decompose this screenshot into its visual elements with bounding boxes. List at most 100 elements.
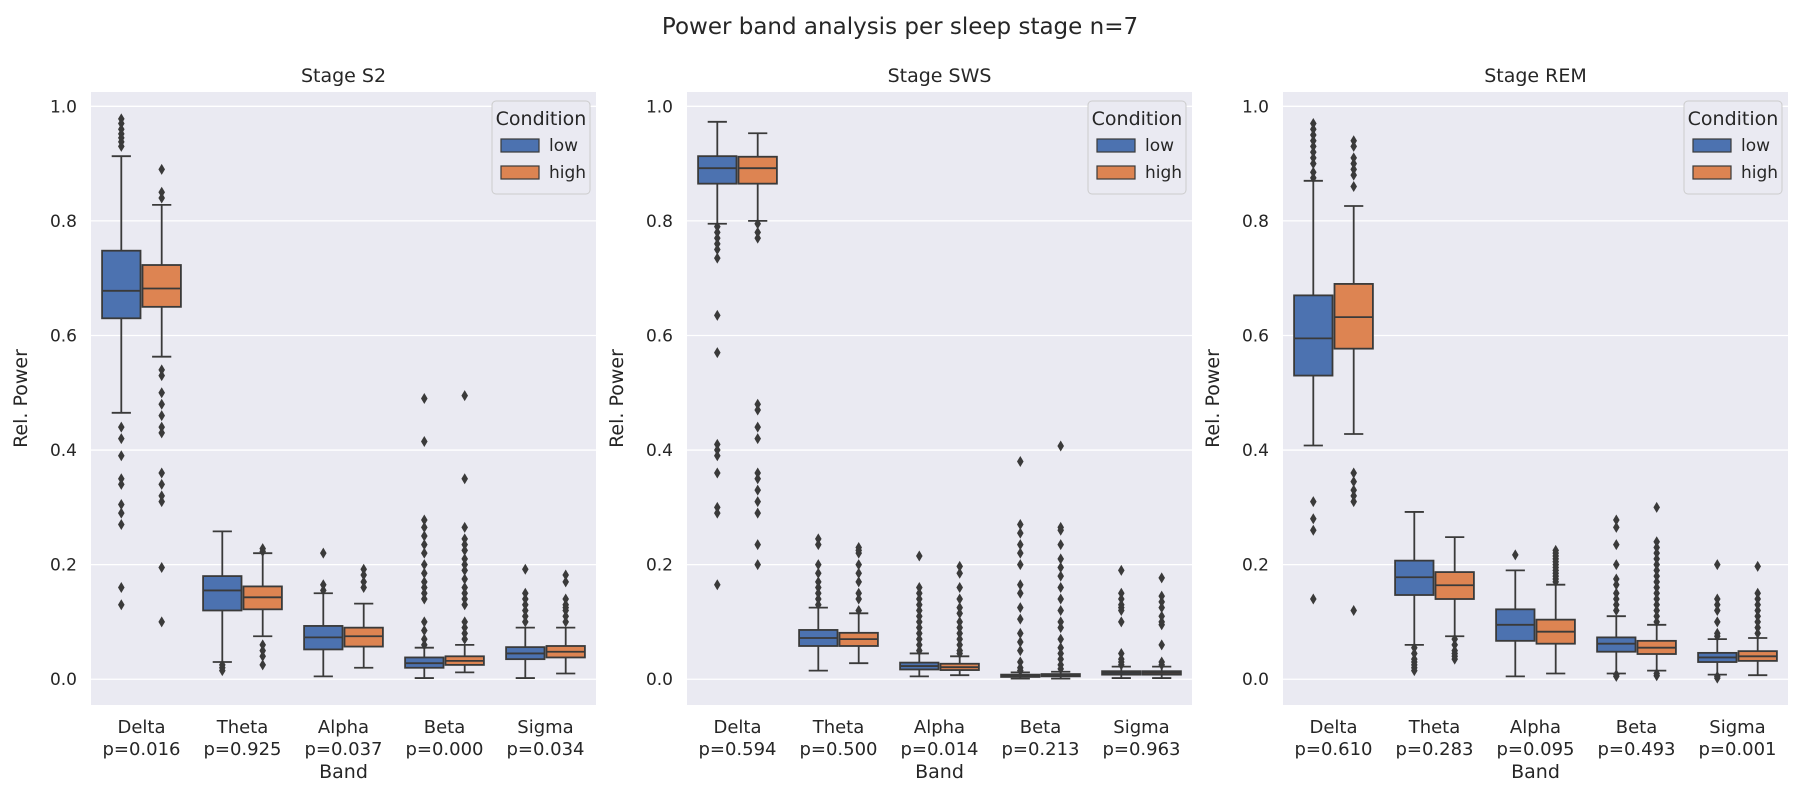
outlier-point <box>360 576 367 588</box>
box-high-theta <box>242 543 283 671</box>
outlier-point <box>1158 639 1165 651</box>
box-body <box>1293 294 1334 377</box>
outlier-point <box>118 519 125 531</box>
box-body <box>737 155 778 185</box>
outlier-point <box>1613 587 1620 599</box>
x-tick-label: Theta <box>216 717 269 738</box>
outlier-point <box>714 238 721 250</box>
x-tick-pvalue: p=0.001 <box>1698 739 1776 760</box>
outlier-point <box>360 582 367 594</box>
x-tick-label: Theta <box>1408 717 1461 738</box>
outlier-point <box>714 467 721 479</box>
box-low-alpha <box>1495 549 1536 678</box>
outlier-point <box>754 218 761 230</box>
outlier-point <box>1754 604 1761 616</box>
outlier-point <box>522 587 529 599</box>
outlier-point <box>421 530 428 542</box>
outlier-point <box>1714 604 1721 616</box>
outlier-point <box>158 478 165 490</box>
y-tick-label: 0.4 <box>646 441 673 461</box>
legend: Condition low high <box>1683 100 1783 195</box>
outlier-point <box>259 650 266 662</box>
outlier-point <box>1017 613 1024 625</box>
outlier-point <box>1017 539 1024 551</box>
legend-label-high: high <box>549 163 586 183</box>
outlier-point <box>916 610 923 622</box>
outlier-point <box>956 633 963 645</box>
outlier-point <box>916 582 923 594</box>
outlier-point <box>855 587 862 599</box>
outlier-point <box>1350 467 1357 479</box>
outlier-point <box>1613 559 1620 571</box>
outlier-point <box>1057 553 1064 565</box>
outlier-point <box>421 514 428 526</box>
box-high-beta <box>1636 501 1677 682</box>
y-tick-label: 0.6 <box>1242 326 1269 346</box>
outlier-point <box>118 498 125 510</box>
outlier-point <box>1017 645 1024 657</box>
outlier-point <box>1310 513 1317 525</box>
outlier-point <box>956 627 963 639</box>
outlier-point <box>956 622 963 634</box>
outlier-point <box>259 645 266 657</box>
outlier-point <box>1613 670 1620 682</box>
outlier-point <box>1411 642 1418 654</box>
outlier-point <box>1653 570 1660 582</box>
box-high-beta <box>1040 440 1081 680</box>
outlier-point <box>1118 604 1125 616</box>
outlier-point <box>1310 135 1317 147</box>
y-tick-label: 0.6 <box>50 326 77 346</box>
outlier-point <box>1653 541 1660 553</box>
outlier-point <box>1552 576 1559 588</box>
outlier-point <box>754 421 761 433</box>
outlier-point <box>158 398 165 410</box>
outlier-point <box>754 467 761 479</box>
outlier-point <box>1118 616 1125 628</box>
outlier-point <box>461 627 468 639</box>
outlier-point <box>1057 570 1064 582</box>
outlier-point <box>754 226 761 238</box>
outlier-point <box>1653 610 1660 622</box>
outlier-point <box>461 544 468 556</box>
outlier-point <box>421 633 428 645</box>
outlier-point <box>855 547 862 559</box>
x-tick-label: Alpha <box>1510 717 1561 738</box>
x-tick-label: Delta <box>713 717 761 738</box>
outlier-point <box>1754 616 1761 628</box>
box-high-sigma <box>545 569 586 675</box>
box-high-theta <box>838 541 879 665</box>
outlier-point <box>158 387 165 399</box>
panels: 0.0 0.2 0.4 0.6 0.8 1.0 Stage S2 Rel. Power Band… <box>10 65 1788 783</box>
outlier-point <box>461 633 468 645</box>
outlier-point <box>1714 630 1721 642</box>
outlier-point <box>855 576 862 588</box>
outlier-point <box>158 421 165 433</box>
outlier-point <box>461 564 468 576</box>
x-tick-pvalue: p=0.493 <box>1597 739 1675 760</box>
outlier-point <box>1613 573 1620 585</box>
x-tick-label: Sigma <box>517 717 573 738</box>
outlier-point <box>461 539 468 551</box>
outlier-point <box>158 163 165 175</box>
outlier-point <box>1017 547 1024 559</box>
outlier-point <box>158 562 165 574</box>
outlier-point <box>1057 440 1064 452</box>
outlier-point <box>1158 572 1165 584</box>
outlier-point <box>754 507 761 519</box>
outlier-point <box>421 625 428 637</box>
outlier-point <box>1310 129 1317 141</box>
y-tick-label: 0.4 <box>50 441 77 461</box>
legend-label-high: high <box>1741 163 1778 183</box>
outlier-point <box>1613 579 1620 591</box>
box-high-delta <box>1333 135 1374 616</box>
outlier-point <box>1017 656 1024 668</box>
outlier-point <box>956 593 963 605</box>
outlier-point <box>1653 587 1660 599</box>
outlier-point <box>118 118 125 130</box>
outlier-point <box>1350 140 1357 152</box>
outlier-point <box>916 550 923 562</box>
outlier-point <box>956 567 963 579</box>
outlier-point <box>855 567 862 579</box>
y-axis-label: Rel. Power <box>10 349 32 448</box>
outlier-point <box>916 645 923 657</box>
